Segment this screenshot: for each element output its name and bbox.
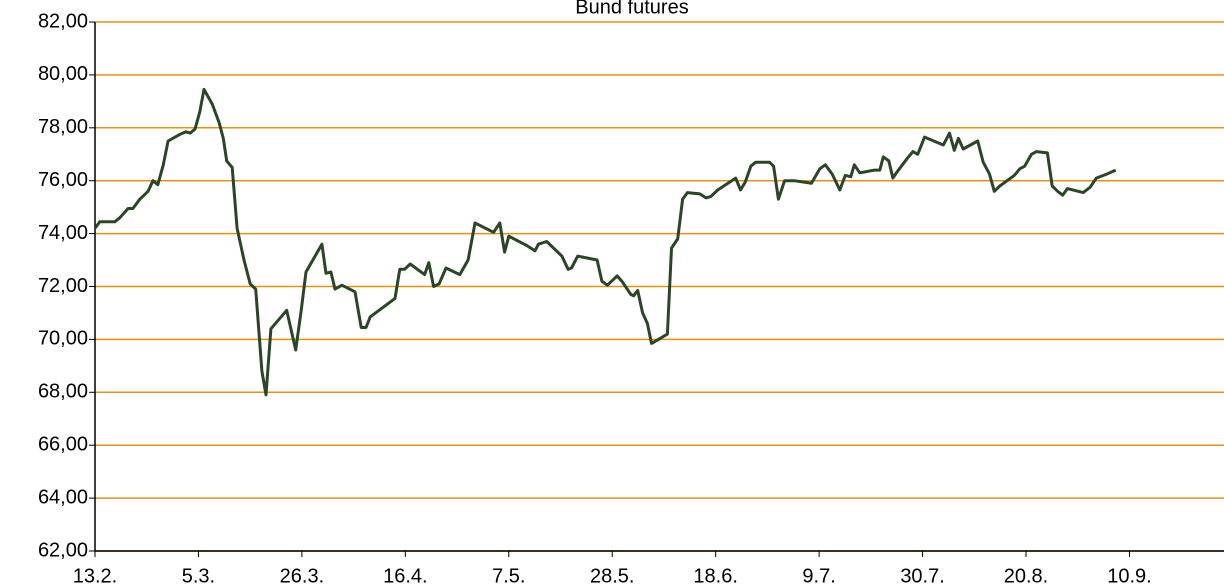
x-tick-label: 16.4. <box>383 565 427 585</box>
x-tick-label: 18.6. <box>693 565 737 585</box>
y-tick-label: 68,00 <box>38 381 88 403</box>
chart-title: Bund futures <box>575 0 688 18</box>
x-tick-label: 26.3. <box>280 565 324 585</box>
line <box>93 87 1117 397</box>
x-tick-label: 10.9. <box>1107 565 1151 585</box>
y-tick-label: 72,00 <box>38 275 88 297</box>
x-tick-label: 20.8. <box>1004 565 1048 585</box>
y-tick-label: 74,00 <box>38 222 88 244</box>
y-tick-label: 70,00 <box>38 328 88 350</box>
x-tick-label: 30.7. <box>900 565 944 585</box>
y-tick-label: 78,00 <box>38 116 88 138</box>
x-tick-label: 5.3. <box>182 565 215 585</box>
x-tick-label: 28.5. <box>590 565 634 585</box>
y-tick-label: 76,00 <box>38 169 88 191</box>
x-tick-label: 9.7. <box>802 565 835 585</box>
y-tick-label: 64,00 <box>38 486 88 508</box>
y-tick-label: 80,00 <box>38 63 88 85</box>
y-tick-label: 62,00 <box>38 539 88 561</box>
y-tick-label: 82,00 <box>38 10 88 32</box>
x-tick-label: 7.5. <box>492 565 525 585</box>
x-tick-label: 13.2. <box>73 565 117 585</box>
y-tick-label: 66,00 <box>38 433 88 455</box>
